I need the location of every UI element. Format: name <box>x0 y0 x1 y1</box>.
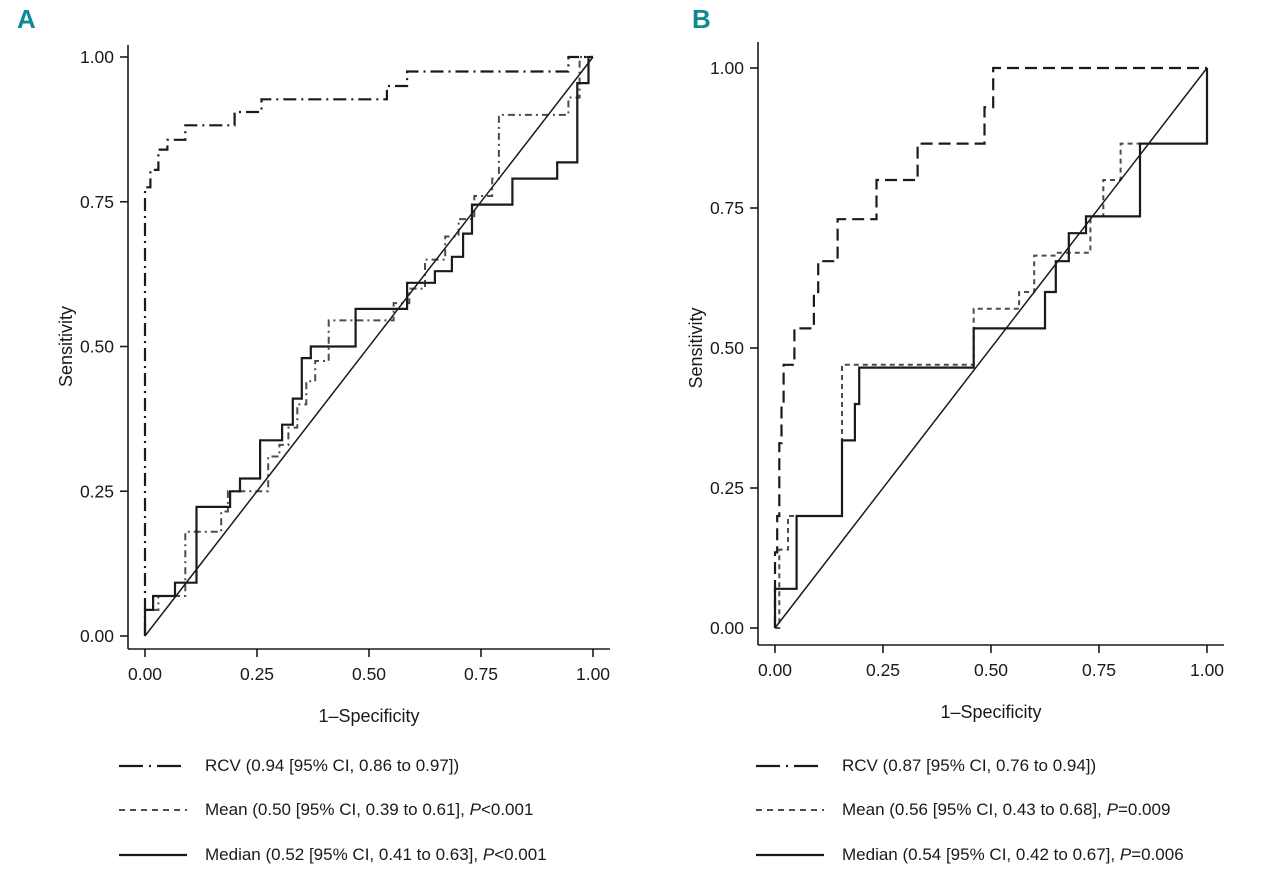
panel-a-x-tick-label: 1.00 <box>576 664 610 684</box>
panel-a-x-tick-label: 0.75 <box>464 664 498 684</box>
panel-b-median-curve <box>773 68 1209 628</box>
legend-p-value: =0.006 <box>1131 845 1184 864</box>
legend-text: Median (0.54 [95% CI, 0.42 to 0.67], <box>842 845 1120 864</box>
legend-label-rcv-a: RCV (0.94 [95% CI, 0.86 to 0.97]) <box>205 756 459 776</box>
panel-b-x-tick-label: 0.50 <box>974 660 1008 680</box>
panel-a-y-axis-title: Sensitivity <box>56 306 76 387</box>
legend-item-mean-b: Mean (0.56 [95% CI, 0.43 to 0.68], P=0.0… <box>755 798 1170 822</box>
panel-a-x-axis-title: 1–Specificity <box>318 706 419 726</box>
legend-text: RCV (0.87 [95% CI, 0.76 to 0.94]) <box>842 756 1097 775</box>
panel-a-y-tick-label: 0.25 <box>80 481 114 501</box>
panel-a-reference-curve <box>144 56 594 637</box>
panel-a-label: A <box>17 4 36 34</box>
legend-item-median-b: Median (0.54 [95% CI, 0.42 to 0.67], P=0… <box>755 843 1184 867</box>
panel-a-y-tick-label: 0.00 <box>80 626 114 646</box>
panel-b-reference-curve <box>774 67 1208 629</box>
panel-b-y-tick-label: 0.50 <box>710 338 744 358</box>
mean-line-swatch <box>756 809 824 811</box>
panel-a-median-curve <box>143 55 593 636</box>
panel-b-y-tick-label: 0.75 <box>710 198 744 218</box>
legend-p-value: =0.009 <box>1117 800 1171 819</box>
legend-label-mean-a: Mean (0.50 [95% CI, 0.39 to 0.61], P<0.0… <box>205 800 533 820</box>
legend-p-value: <0.001 <box>480 800 534 819</box>
panel-a-y-tick-label: 0.50 <box>80 337 114 357</box>
legend-p-italic: P <box>1106 800 1118 819</box>
panel-b-mean-curve <box>775 142 1140 629</box>
mean-line-swatch <box>119 809 187 811</box>
legend-text: Median (0.52 [95% CI, 0.41 to 0.63], <box>205 845 483 864</box>
legend-p-italic: P <box>482 845 495 864</box>
legend-label-mean-b: Mean (0.56 [95% CI, 0.43 to 0.68], P=0.0… <box>842 800 1170 820</box>
median-line-swatch <box>119 853 187 857</box>
legend-text: Mean (0.50 [95% CI, 0.39 to 0.61], <box>205 800 470 819</box>
panel-b-y-axis-title: Sensitivity <box>686 307 706 388</box>
legend-p-italic: P <box>1119 845 1132 864</box>
legend-text: RCV (0.94 [95% CI, 0.86 to 0.97]) <box>205 756 460 775</box>
panel-a-x-tick-label: 0.25 <box>240 664 274 684</box>
legend-item-mean-a: Mean (0.50 [95% CI, 0.39 to 0.61], P<0.0… <box>118 798 533 822</box>
rcv-line-swatch <box>756 764 824 768</box>
panel-b-x-tick-label: 1.00 <box>1190 660 1224 680</box>
legend-label-median-a: Median (0.52 [95% CI, 0.41 to 0.63], P<0… <box>205 845 547 865</box>
panel-b-rcv-curve <box>773 66 1207 628</box>
legend-item-rcv-b: RCV (0.87 [95% CI, 0.76 to 0.94]) <box>755 754 1096 778</box>
panel-b-y-tick-label: 0.25 <box>710 478 744 498</box>
legend-text: Mean (0.56 [95% CI, 0.43 to 0.68], <box>842 800 1107 819</box>
panel-b-y-tick-label: 0.00 <box>710 618 744 638</box>
panel-a-x-tick-label: 0.00 <box>128 664 162 684</box>
panel-b-x-tick-label: 0.00 <box>758 660 792 680</box>
rcv-line-swatch <box>119 764 187 768</box>
panel-a-y-tick-label: 0.75 <box>80 192 114 212</box>
median-line-swatch <box>756 853 824 857</box>
panel-a-rcv-curve <box>143 55 593 636</box>
legend-p-value: <0.001 <box>494 845 547 864</box>
panel-b-y-tick-label: 1.00 <box>710 58 744 78</box>
legend-label-median-b: Median (0.54 [95% CI, 0.42 to 0.67], P=0… <box>842 845 1184 865</box>
panel-b-x-tick-label: 0.75 <box>1082 660 1116 680</box>
legend-item-median-a: Median (0.52 [95% CI, 0.41 to 0.63], P<0… <box>118 843 547 867</box>
panel-b-label: B <box>692 4 711 34</box>
legend-p-italic: P <box>469 800 481 819</box>
panel-a-x-tick-label: 0.50 <box>352 664 386 684</box>
legend-item-rcv-a: RCV (0.94 [95% CI, 0.86 to 0.97]) <box>118 754 459 778</box>
legend-label-rcv-b: RCV (0.87 [95% CI, 0.76 to 0.94]) <box>842 756 1096 776</box>
panel-b-x-tick-label: 0.25 <box>866 660 900 680</box>
panel-a-y-tick-label: 1.00 <box>80 47 114 67</box>
panel-b-x-axis-title: 1–Specificity <box>940 702 1041 722</box>
